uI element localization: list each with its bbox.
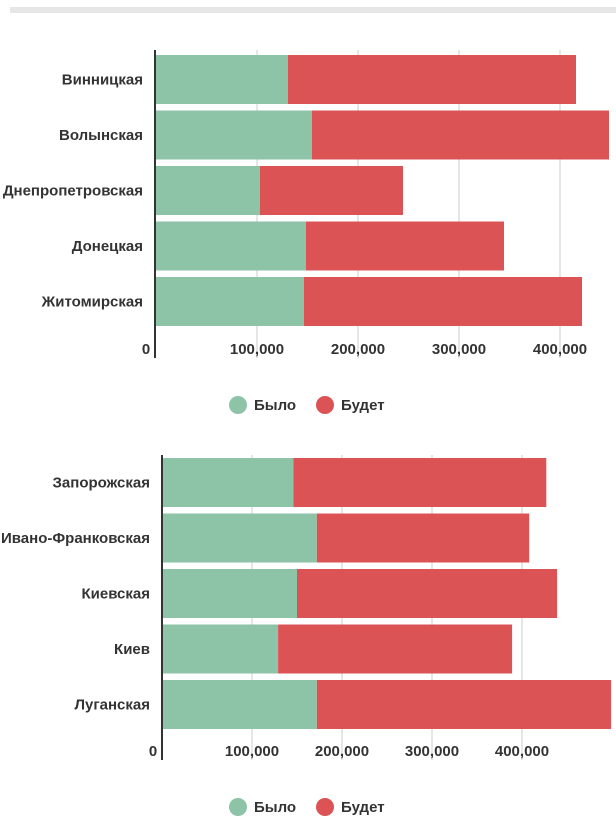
bar-1-bylo-3 (155, 166, 260, 215)
category-label: Луганская (75, 697, 150, 714)
bar-1-budet-1 (288, 55, 576, 104)
category-label: Днепропетровская (3, 183, 143, 200)
category-label: Донецкая (72, 238, 143, 255)
legend-label-bylo-2: Было (254, 799, 296, 816)
bar-2-bylo-4 (162, 624, 279, 674)
bar-2-budet-4 (278, 624, 513, 674)
bar-1-bylo-2 (155, 110, 312, 160)
x-tick-label: 0 (142, 341, 150, 358)
x-tick-label: 200,000 (315, 743, 369, 760)
category-label: Ивано-Франковская (1, 530, 150, 547)
category-label: Винницкая (62, 72, 143, 89)
bar-1-bylo-5 (155, 277, 304, 326)
x-tick-label: 400,000 (495, 743, 549, 760)
bar-2-budet-1 (293, 458, 547, 507)
legend-marker-budet-2 (316, 798, 334, 816)
x-tick-label: 400,000 (533, 341, 587, 358)
x-tick-label: 300,000 (432, 341, 486, 358)
bar-2-budet-5 (316, 680, 612, 729)
x-tick-label: 200,000 (331, 341, 385, 358)
bar-2-bylo-3 (162, 569, 297, 618)
bar-2-bylo-2 (162, 513, 317, 563)
bar-2-budet-3 (297, 569, 558, 618)
x-tick-label: 100,000 (230, 341, 284, 358)
bar-2-bylo-5 (162, 680, 317, 729)
bar-1-budet-5 (304, 277, 582, 326)
bar-1-budet-2 (312, 110, 609, 160)
category-label: Киев (114, 641, 150, 658)
category-label: Волынская (59, 127, 143, 144)
bar-2-budet-2 (316, 513, 530, 563)
legend-marker-bylo-2 (229, 798, 247, 816)
category-label: Киевская (81, 586, 150, 603)
x-tick-label: 0 (149, 743, 157, 760)
bar-1-budet-3 (260, 166, 403, 215)
legend-marker-bylo-1 (229, 396, 247, 414)
bar-2-bylo-1 (162, 458, 294, 507)
legend-marker-budet-1 (316, 396, 334, 414)
legend-label-budet-1: Будет (341, 397, 385, 414)
category-label: Житомирская (41, 294, 143, 311)
x-tick-label: 100,000 (225, 743, 279, 760)
bar-1-budet-4 (306, 221, 504, 271)
category-label: Запорожская (53, 475, 150, 492)
legend-label-budet-2: Будет (341, 799, 385, 816)
top-divider (10, 7, 616, 13)
x-tick-label: 300,000 (405, 743, 459, 760)
bar-1-bylo-4 (155, 221, 306, 271)
legend-label-bylo-1: Было (254, 397, 296, 414)
bar-1-bylo-1 (155, 55, 288, 104)
